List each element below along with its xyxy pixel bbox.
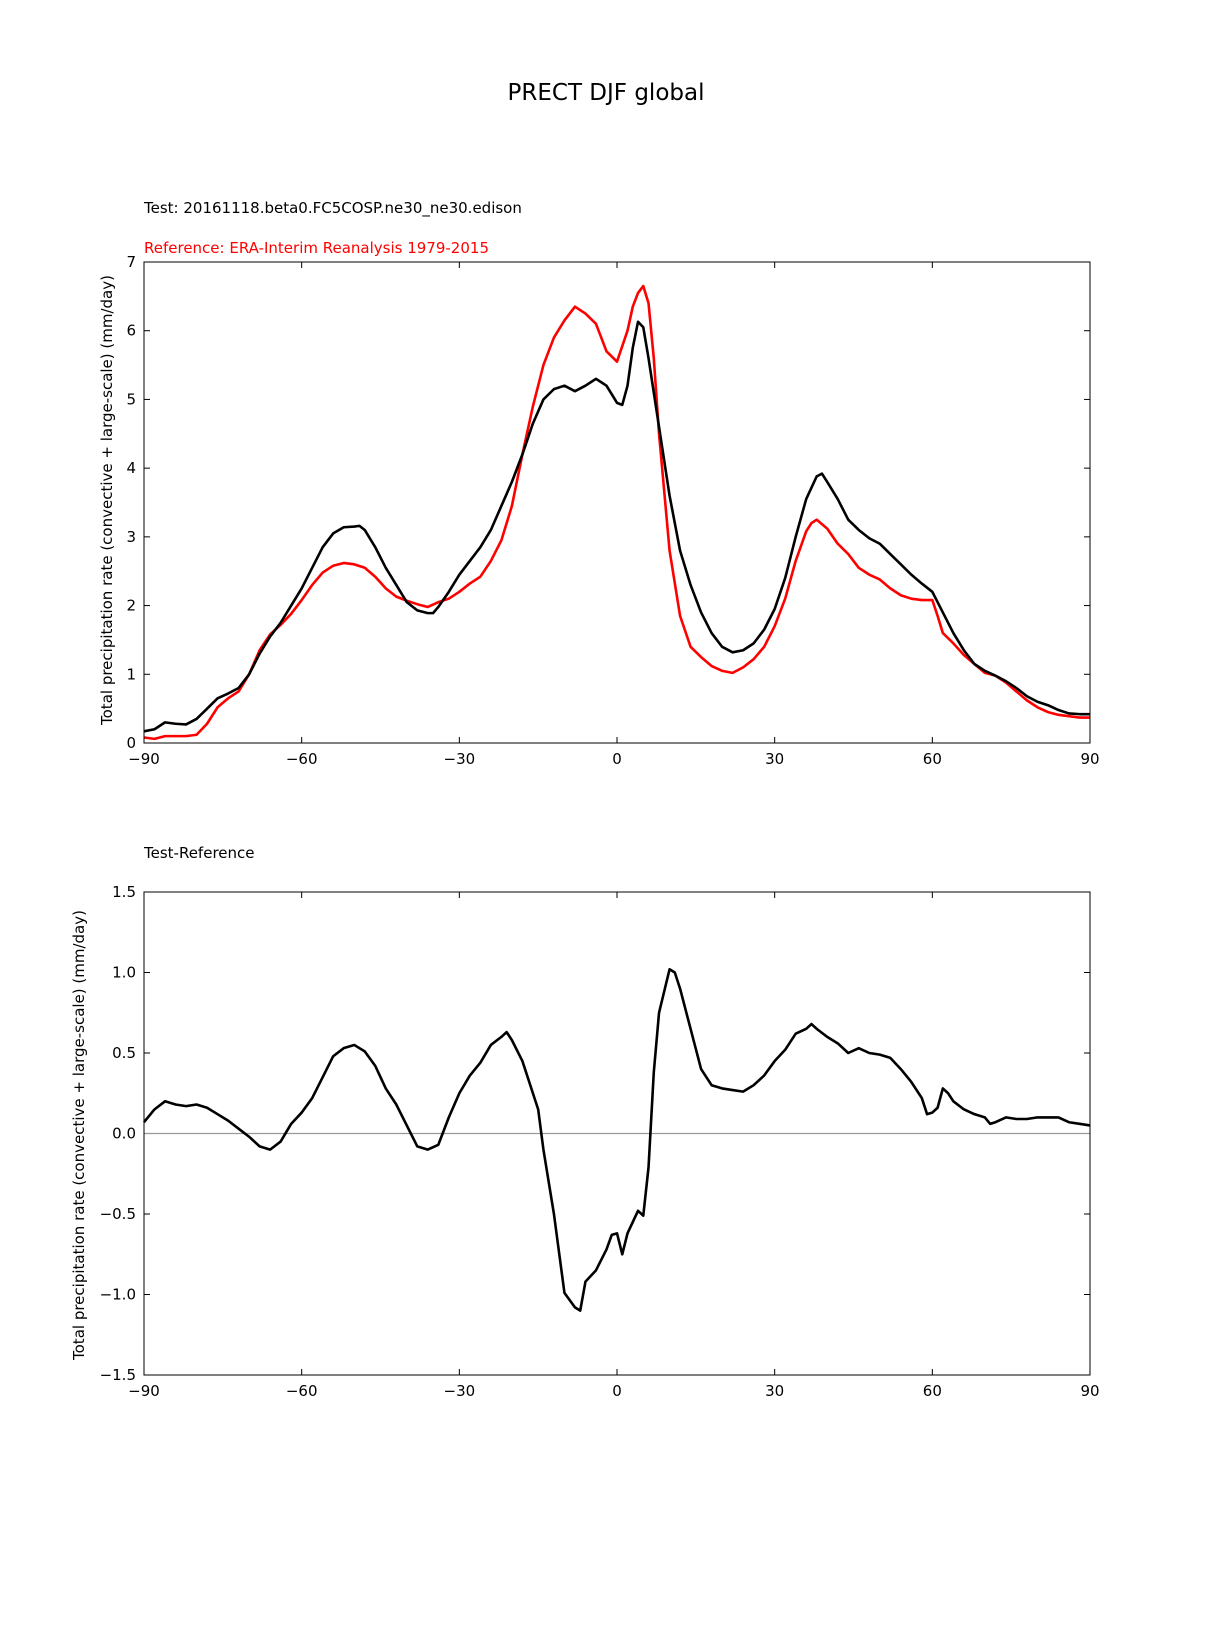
bottom-panel-title: Test-Reference — [143, 844, 255, 862]
top-y-tick-label: 7 — [126, 253, 136, 271]
top-x-tick-label: 30 — [765, 750, 784, 768]
bottom-y-tick-label: 0.5 — [112, 1044, 136, 1062]
top-y-axis-label: Total precipitation rate (convective + l… — [98, 275, 116, 726]
bottom-y-tick-label: 1.5 — [112, 883, 136, 901]
top-plot-frame — [143, 261, 1091, 744]
top-plot-layer: −90 −60 −30 0 30 60 90 0 1 2 3 4 5 6 7 — [126, 253, 1099, 768]
top-y-tick-label: 0 — [126, 734, 136, 752]
figure-title: PRECT DJF global — [508, 80, 705, 106]
top-y-tick-label: 6 — [126, 322, 136, 340]
test-label: Test: 20161118.beta0.FC5COSP.ne30_ne30.e… — [143, 199, 522, 218]
top-y-tick-label: 4 — [126, 459, 136, 477]
top-series-reference — [143, 284, 1090, 741]
bottom-y-tick-label: −0.5 — [100, 1205, 136, 1223]
bottom-x-tick-label: −60 — [286, 1382, 318, 1400]
bottom-x-tick-label: −30 — [444, 1382, 476, 1400]
bottom-y-tick-label: 1.0 — [112, 964, 136, 982]
bottom-x-tick-label: −90 — [128, 1382, 160, 1400]
top-x-tick-label: −60 — [286, 750, 318, 768]
reference-label: Reference: ERA-Interim Reanalysis 1979-2… — [144, 239, 489, 257]
bottom-series-test-reference — [142, 967, 1091, 1312]
bottom-x-tick-label: 60 — [923, 1382, 942, 1400]
top-y-tick-label: 2 — [126, 597, 136, 615]
top-x-tick-label: −90 — [128, 750, 160, 768]
top-series-test — [143, 320, 1090, 733]
top-y-tick-label: 1 — [126, 665, 136, 683]
top-y-tick-label: 5 — [126, 390, 136, 408]
top-x-tick-label: 0 — [612, 750, 622, 768]
top-panel: Test: 20161118.beta0.FC5COSP.ne30_ne30.e… — [98, 199, 1100, 768]
bottom-plot-layer: −90 −60 −30 0 30 60 90 −1.5 −1.0 −0.5 0.0 0.5 1.0 1.5 — [100, 883, 1100, 1400]
top-x-tick-label: 90 — [1080, 750, 1099, 768]
top-x-tick-label: −30 — [444, 750, 476, 768]
bottom-x-tick-label: 30 — [765, 1382, 784, 1400]
bottom-x-tick-label: 90 — [1080, 1382, 1099, 1400]
bottom-y-tick-label: 0.0 — [112, 1125, 136, 1143]
top-y-tick-label: 3 — [126, 528, 136, 546]
top-x-tick-label: 60 — [923, 750, 942, 768]
bottom-x-tick-label: 0 — [612, 1382, 622, 1400]
bottom-y-tick-label: −1.0 — [100, 1286, 136, 1304]
bottom-y-axis-label: Total precipitation rate (convective + l… — [70, 910, 88, 1361]
bottom-panel: Test-Reference Total precipitation rate … — [70, 844, 1100, 1400]
bottom-plot-frame — [143, 891, 1091, 1376]
bottom-y-tick-label: −1.5 — [100, 1366, 136, 1384]
